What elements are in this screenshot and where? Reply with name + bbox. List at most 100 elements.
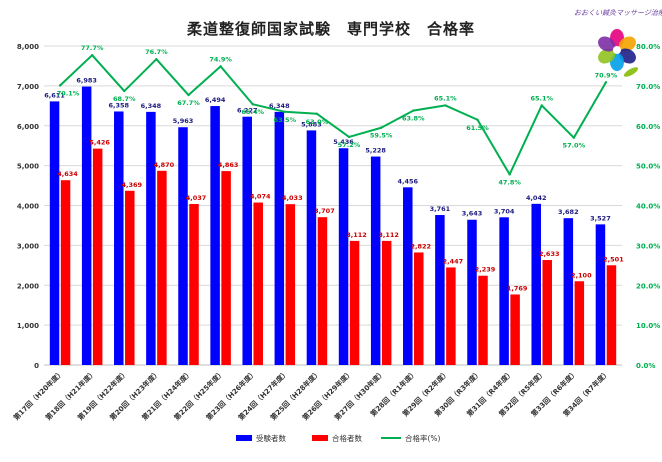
rate-point [444, 104, 447, 107]
rate-line [59, 54, 607, 176]
y-right-tick-label: 50.0% [636, 163, 660, 171]
data-label-passers: 2,100 [571, 271, 592, 279]
data-label-rate: 63.0% [306, 118, 329, 126]
data-label-rate: 70.9% [595, 71, 618, 79]
bar-passers [125, 190, 135, 365]
bar-examinees [499, 217, 509, 365]
rate-point [90, 53, 94, 57]
data-label-rate: 63.8% [402, 115, 425, 123]
y-right-tick-label: 40.0% [636, 203, 660, 211]
data-label-rate: 76.7% [145, 48, 168, 56]
bar-examinees [178, 127, 188, 365]
y-right-tick-label: 30.0% [636, 242, 660, 250]
bar-examinees [81, 86, 92, 366]
y-axis-left: 0 1,000 2,000 3,000 4,000 5,000 6,000 7,000 8,00… [17, 43, 39, 370]
bar-examinees [531, 203, 541, 365]
bar-passers [92, 148, 103, 365]
bar-examinees [435, 215, 445, 365]
data-label-passers: 4,033 [282, 194, 303, 202]
logo-petal [618, 36, 636, 52]
bar-passers [157, 170, 167, 365]
data-label-rate: 65.4% [241, 108, 264, 116]
bar-passers [381, 240, 392, 365]
x-axis-labels: 第17回（H20年度）第18回（H21年度）第19回（H22年度）第20回（H2… [11, 368, 611, 422]
rate-point [187, 93, 190, 97]
logo-petal [598, 48, 616, 64]
rate-point [508, 173, 511, 176]
data-label-passers: 2,633 [539, 250, 560, 258]
bar-examinees [467, 219, 477, 365]
data-label-rate: 63.5% [274, 116, 297, 124]
bar-labels: 6,611 4,634 6,983 5,426 6,358 4,369 6,348 4,870… [44, 77, 624, 293]
data-label-passers: 2,501 [603, 255, 624, 263]
data-label-examinees: 6,494 [205, 96, 226, 104]
rate-point [283, 110, 287, 113]
y-left-tick-label: 0 [34, 362, 39, 370]
bar-passers [285, 204, 296, 365]
bar-passers [574, 281, 585, 365]
data-label-rate: 74.9% [209, 55, 232, 63]
data-label-passers: 3,707 [314, 207, 335, 215]
data-label-examinees: 6,983 [76, 77, 97, 85]
rate-line-group: 70.1% 77.7% 68.7% 76.7% 67.7% 74.9% 65.4% 63.5%… [57, 44, 618, 186]
data-label-passers: 1,769 [507, 284, 528, 292]
data-label-passers: 2,447 [443, 257, 464, 265]
bar-passers [478, 275, 488, 365]
data-label-passers: 4,863 [218, 161, 239, 169]
rate-point [379, 126, 383, 129]
data-label-rate: 61.5% [466, 124, 489, 132]
data-label-rate: 68.7% [113, 95, 136, 103]
rate-point [123, 89, 126, 93]
y-left-tick-label: 3,000 [17, 242, 39, 250]
data-label-examinees: 4,042 [526, 194, 547, 202]
rate-point [572, 136, 576, 139]
bar-examinees [306, 130, 317, 365]
data-label-rate: 70.1% [57, 89, 80, 97]
bar-examinees [370, 156, 381, 365]
data-label-rate: 65.1% [530, 94, 553, 102]
bar-examinees [338, 148, 349, 365]
y-axis-right: 0.0% 10.0% 20.0% 30.0% 40.0% 50.0% 60.0% 70.0% 8… [636, 43, 660, 370]
bar-examinees [210, 106, 220, 365]
bar-examinees [146, 111, 156, 365]
data-label-passers: 4,634 [57, 170, 78, 178]
y-right-tick-label: 10.0% [636, 322, 660, 330]
y-left-tick-label: 4,000 [17, 203, 39, 211]
data-label-examinees: 3,704 [494, 207, 515, 215]
y-left-tick-label: 6,000 [17, 123, 39, 131]
legend-label: 合格者数 [332, 433, 362, 443]
rate-point [155, 57, 158, 61]
data-label-examinees: 5,963 [173, 117, 194, 125]
data-label-passers: 4,037 [186, 194, 207, 202]
rate-point [315, 112, 319, 115]
data-label-examinees: 3,682 [558, 208, 579, 216]
bar-examinees [49, 101, 60, 365]
data-label-examinees: 3,761 [430, 205, 451, 213]
bar-passers [221, 171, 231, 365]
y-right-tick-label: 80.0% [636, 43, 660, 51]
bar-examinees [563, 218, 574, 365]
data-label-passers: 4,074 [250, 193, 271, 201]
rate-point [604, 81, 608, 84]
flower-logo-icon [598, 29, 639, 77]
bar-examinees [403, 187, 413, 365]
y-left-tick-label: 5,000 [17, 163, 39, 171]
bar-passers [253, 202, 263, 365]
bar-examinees [274, 111, 285, 365]
y-right-tick-label: 20.0% [636, 282, 660, 290]
data-label-examinees: 5,228 [365, 147, 386, 155]
bar-passers [446, 267, 456, 365]
data-label-examinees: 6,358 [108, 101, 129, 109]
data-label-rate: 67.7% [177, 99, 200, 107]
bar-passers [510, 294, 520, 365]
data-label-rate: 47.8% [498, 178, 521, 186]
data-label-passers: 2,822 [410, 242, 431, 250]
y-right-tick-label: 70.0% [636, 83, 660, 91]
data-label-examinees: 6,348 [141, 102, 162, 110]
bar-passers [60, 180, 71, 365]
rate-point [251, 103, 254, 106]
data-label-examinees: 6,227 [237, 107, 258, 115]
rate-point [476, 118, 479, 121]
data-label-rate: 57.0% [563, 142, 586, 150]
data-label-passers: 3,112 [378, 231, 399, 239]
